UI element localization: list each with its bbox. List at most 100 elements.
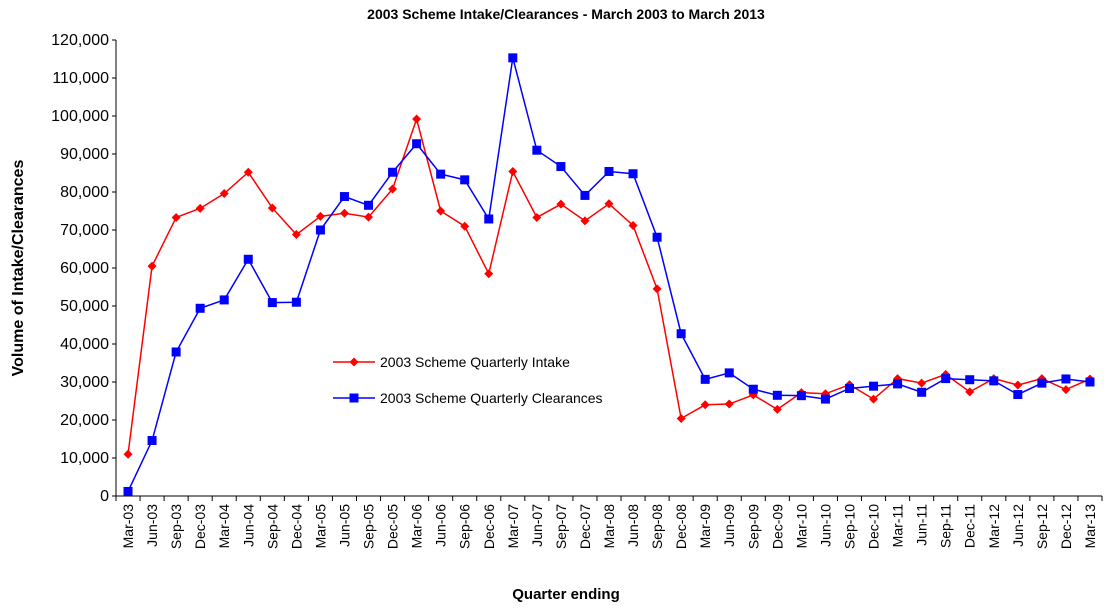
point — [965, 375, 975, 385]
point — [869, 381, 879, 391]
x-tick-label: Mar-07 — [505, 504, 521, 549]
point — [123, 449, 133, 459]
x-tick-label: Dec-09 — [769, 504, 785, 549]
x-tick-label: Dec-05 — [385, 504, 401, 549]
x-tick-label: Jun-07 — [529, 504, 545, 547]
x-tick-label: Jun-03 — [144, 504, 160, 547]
point — [436, 206, 446, 216]
legend-label: 2003 Scheme Quarterly Clearances — [380, 390, 603, 406]
x-tick-label: Jun-08 — [625, 504, 641, 547]
point — [123, 486, 133, 496]
point — [484, 269, 494, 279]
x-tick-label: Sep-12 — [1034, 504, 1050, 549]
point — [171, 347, 181, 357]
x-tick-label: Mar-04 — [216, 504, 232, 549]
y-tick-label: 90,000 — [60, 146, 109, 163]
point — [484, 214, 494, 224]
x-tick-label: Jun-05 — [336, 504, 352, 547]
point — [604, 166, 614, 176]
point — [772, 390, 782, 400]
point — [364, 200, 374, 210]
y-tick-label: 60,000 — [60, 260, 109, 277]
point — [315, 225, 325, 235]
x-tick-label: Jun-12 — [1010, 504, 1026, 547]
point — [1061, 374, 1071, 384]
y-tick-label: 20,000 — [60, 412, 109, 429]
x-tick-label: Dec-04 — [288, 504, 304, 549]
point — [147, 436, 157, 446]
point — [339, 192, 349, 202]
y-tick-label: 30,000 — [60, 374, 109, 391]
x-tick-label: Dec-08 — [673, 504, 689, 549]
x-tick-label: Sep-05 — [361, 504, 377, 549]
point — [508, 166, 518, 176]
point — [195, 203, 205, 213]
point — [460, 221, 470, 231]
point — [291, 297, 301, 307]
point — [243, 254, 253, 264]
x-tick-label: Jun-09 — [721, 504, 737, 547]
x-tick-label: Dec-10 — [866, 504, 882, 549]
point — [364, 212, 374, 222]
point — [388, 167, 398, 177]
point — [652, 284, 662, 294]
point — [243, 167, 253, 177]
point — [267, 203, 277, 213]
point — [965, 387, 975, 397]
point — [796, 391, 806, 401]
point — [171, 212, 181, 222]
point — [219, 189, 229, 199]
point — [388, 184, 398, 194]
point — [1061, 385, 1071, 395]
point — [508, 53, 518, 63]
point — [869, 394, 879, 404]
point — [267, 298, 277, 308]
point — [315, 211, 325, 221]
x-tick-label: Sep-06 — [457, 504, 473, 549]
legend-label: 2003 Scheme Quarterly Intake — [380, 354, 570, 370]
x-tick-label: Sep-08 — [649, 504, 665, 549]
x-tick-label: Mar-03 — [120, 504, 136, 549]
y-axis-title: Volume of Intake/Clearances — [10, 160, 27, 377]
point — [436, 169, 446, 179]
x-tick-label: Sep-09 — [745, 504, 761, 549]
y-tick-label: 80,000 — [60, 184, 109, 201]
x-tick-label: Mar-09 — [697, 504, 713, 549]
point — [772, 404, 782, 414]
point — [989, 376, 999, 386]
y-tick-label: 120,000 — [51, 32, 109, 49]
x-tick-label: Jun-04 — [240, 504, 256, 547]
x-tick-label: Dec-03 — [192, 504, 208, 549]
point — [219, 295, 229, 305]
x-tick-label: Mar-10 — [793, 504, 809, 549]
point — [412, 139, 422, 149]
x-tick-label: Mar-11 — [890, 504, 906, 548]
point — [556, 162, 566, 172]
point — [349, 357, 359, 367]
x-tick-label: Dec-12 — [1058, 504, 1074, 549]
x-tick-label: Dec-11 — [962, 504, 978, 548]
x-tick-label: Dec-06 — [481, 504, 497, 549]
point — [941, 374, 951, 384]
x-tick-label: Sep-10 — [841, 504, 857, 549]
point — [724, 368, 734, 378]
point — [820, 394, 830, 404]
x-tick-label: Jun-11 — [914, 504, 930, 546]
point — [700, 374, 710, 384]
y-tick-label: 70,000 — [60, 222, 109, 239]
x-tick-label: Mar-08 — [601, 504, 617, 549]
point — [580, 190, 590, 200]
point — [1085, 377, 1095, 387]
point — [1013, 390, 1023, 400]
point — [844, 383, 854, 393]
point — [349, 393, 359, 403]
point — [412, 114, 422, 124]
y-tick-label: 50,000 — [60, 298, 109, 315]
point — [628, 169, 638, 179]
point — [1037, 378, 1047, 388]
x-tick-label: Jun-10 — [817, 504, 833, 547]
x-tick-label: Sep-04 — [264, 504, 280, 549]
x-tick-label: Sep-11 — [938, 504, 954, 548]
